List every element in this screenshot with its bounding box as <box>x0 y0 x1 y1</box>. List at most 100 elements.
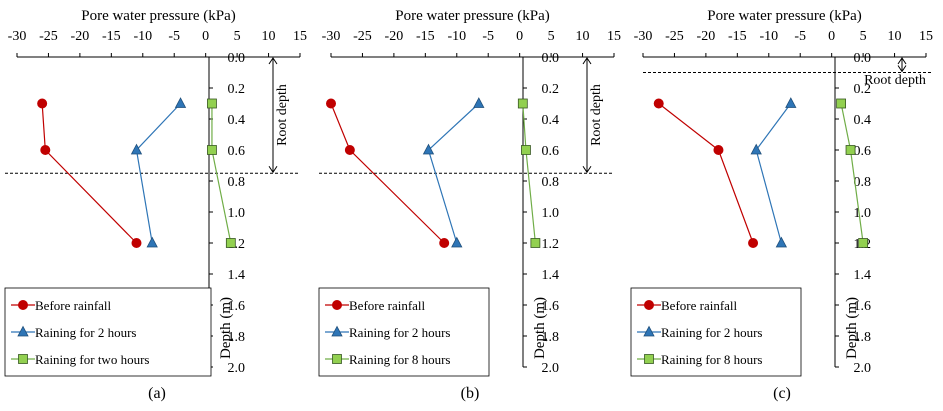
chart-panel-2: Pore water pressure (kPa) -30 -25 -20 -15 -10… <box>318 8 621 402</box>
chart-title: Pore water pressure (kPa) <box>707 8 862 24</box>
arrow-head-down-icon <box>897 65 907 73</box>
y-tick-label: 0.4 <box>542 113 560 128</box>
arrow-head-up-icon <box>582 57 592 65</box>
arrow-head-up-icon <box>268 57 278 65</box>
x-tick-label: 5 <box>860 29 867 44</box>
y-tick-label: 2.0 <box>542 361 560 376</box>
y-tick-label: 1.8 <box>542 330 560 345</box>
y-tick-label: 0.8 <box>854 175 872 190</box>
legend-box <box>4 287 212 377</box>
y-tick-label: 1.6 <box>228 299 246 314</box>
legend-entry: Raining for 8 hours <box>661 352 762 367</box>
x-tick-label: -25 <box>353 29 372 44</box>
arrow-head-down-icon <box>582 165 592 174</box>
x-tick-label: -25 <box>39 29 58 44</box>
y-tick-label: 1.8 <box>228 330 246 345</box>
y-tick-label: 1.6 <box>542 299 560 314</box>
x-tick-label: 10 <box>576 29 590 44</box>
y-axis-label: Depth (m) <box>532 297 548 359</box>
root-depth-label: Root depth <box>864 73 926 88</box>
x-tick-label: 0 <box>828 29 835 44</box>
y-tick-label: 0.0 <box>228 51 246 66</box>
x-tick-label: 5 <box>548 29 555 44</box>
y-tick-label: 1.2 <box>542 237 560 252</box>
arrow-head-up-icon <box>897 57 907 65</box>
data-point <box>422 143 435 155</box>
x-tick-label: -5 <box>482 29 494 44</box>
legend-entry: Raining for 2 hours <box>349 325 450 340</box>
x-tick-label: -10 <box>447 29 466 44</box>
y-tick-label: 0.2 <box>542 82 560 97</box>
legend-entry: Raining for 2 hours <box>661 325 762 340</box>
data-point <box>836 98 846 109</box>
y-tick-label: 1.0 <box>228 206 246 221</box>
x-tick-label: -5 <box>168 29 180 44</box>
x-tick-label: -30 <box>322 29 341 44</box>
x-tick-label: -15 <box>102 29 121 44</box>
data-point <box>225 238 236 248</box>
data-point <box>748 238 759 248</box>
y-tick-label: 1.0 <box>542 206 560 221</box>
y-tick-label: 0.6 <box>542 144 560 159</box>
data-point <box>37 98 48 109</box>
x-tick-label: 15 <box>293 29 307 44</box>
y-tick-label: 0.0 <box>542 51 560 66</box>
data-point <box>439 238 450 248</box>
x-tick-label: 10 <box>888 29 902 44</box>
x-tick-label: -10 <box>133 29 152 44</box>
x-tick-label: -15 <box>416 29 435 44</box>
series-line <box>755 103 792 244</box>
data-point <box>131 238 142 248</box>
y-tick-label: 0.2 <box>228 82 246 97</box>
x-tick-label: -30 <box>634 29 653 44</box>
y-tick-label: 1.4 <box>854 268 872 283</box>
x-tick-label: 10 <box>262 29 276 44</box>
legend-entry: Raining for 8 hours <box>349 352 450 367</box>
data-point <box>344 145 355 155</box>
data-point <box>174 97 187 108</box>
data-point <box>207 98 217 109</box>
legend-marker <box>18 300 28 310</box>
legend-marker <box>17 325 29 337</box>
data-point <box>40 145 51 155</box>
chart-title: Pore water pressure (kPa) <box>81 8 236 24</box>
x-tick-label: 0 <box>516 29 523 44</box>
panel-label: (a) <box>148 385 166 402</box>
x-tick-label: -10 <box>759 29 778 44</box>
data-point <box>517 98 528 109</box>
data-point <box>521 145 531 155</box>
legend-entry: Before rainfall <box>661 298 738 313</box>
root-depth-label: Root depth <box>589 84 604 146</box>
y-tick-label: 2.0 <box>854 361 872 376</box>
legend-marker <box>644 300 654 310</box>
legend-marker <box>644 354 654 364</box>
data-point <box>750 143 762 155</box>
x-tick-label: -15 <box>728 29 747 44</box>
y-tick-label: 1.6 <box>854 299 872 314</box>
data-point <box>207 145 217 155</box>
y-tick-label: 1.4 <box>228 268 246 283</box>
series-line <box>135 103 181 244</box>
legend-marker <box>332 354 342 364</box>
data-point <box>530 238 541 248</box>
x-tick-label: -5 <box>794 29 806 44</box>
y-tick-label: 0.2 <box>854 82 872 97</box>
legend-marker <box>643 325 655 337</box>
y-tick-label: 1.8 <box>854 330 872 345</box>
chart-panel-3: Pore water pressure (kPa) -30 -25 -20 -15 -10… <box>630 8 933 402</box>
legend: Before rainfall Raining for 2 hours Rainin… <box>318 287 490 377</box>
y-tick-label: 0.8 <box>228 175 246 190</box>
legend-marker <box>332 300 342 310</box>
legend-entry: Before rainfall <box>349 298 426 313</box>
data-point <box>146 236 158 248</box>
x-tick-label: 15 <box>919 29 933 44</box>
x-tick-label: 5 <box>234 29 241 44</box>
x-tick-label: -25 <box>665 29 684 44</box>
series-line <box>330 103 445 244</box>
arrow-head-down-icon <box>268 165 278 174</box>
chart-panel-1: Pore water pressure (kPa) -30 -25 -20 -15 -10… <box>4 8 307 402</box>
y-tick-label: 0.0 <box>854 51 872 66</box>
data-point <box>451 236 463 248</box>
chart-title: Pore water pressure (kPa) <box>395 8 550 24</box>
